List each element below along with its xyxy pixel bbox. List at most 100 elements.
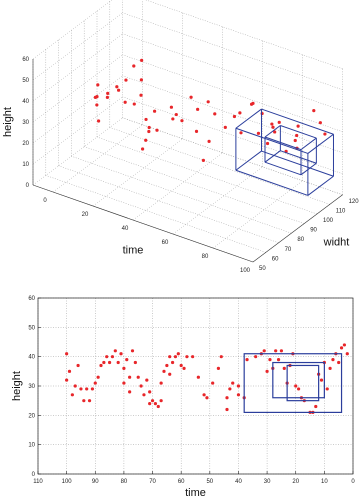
y-tick-label: 110 bbox=[336, 208, 346, 214]
data-point bbox=[168, 372, 172, 376]
y-axis-label: widht bbox=[323, 237, 350, 249]
z-tick-label: 20 bbox=[22, 141, 29, 147]
data-point bbox=[273, 130, 277, 134]
data-point bbox=[206, 100, 210, 104]
data-point bbox=[342, 343, 347, 347]
data-point bbox=[219, 355, 223, 359]
x-axis-label: time bbox=[123, 245, 144, 257]
y-tick-label: 20 bbox=[28, 413, 35, 419]
z-tick-label: 40 bbox=[22, 99, 29, 105]
data-point bbox=[159, 381, 163, 385]
x-tick-label: 40 bbox=[235, 479, 242, 485]
data-point bbox=[173, 355, 178, 359]
grid-line bbox=[145, 0, 343, 70]
data-point bbox=[251, 101, 255, 105]
data-point bbox=[113, 349, 117, 353]
data-point bbox=[132, 102, 136, 106]
data-point bbox=[99, 363, 103, 368]
y-tick-label: 120 bbox=[349, 199, 360, 205]
data-point bbox=[182, 366, 186, 370]
data-point bbox=[102, 360, 106, 365]
data-point bbox=[128, 375, 132, 379]
data-point bbox=[205, 396, 209, 400]
y-tick-label: 10 bbox=[28, 443, 35, 449]
data-point bbox=[117, 88, 121, 92]
data-point bbox=[236, 393, 241, 397]
y-axis-label: height bbox=[11, 371, 23, 401]
z-tick-label: 30 bbox=[22, 120, 29, 126]
data-point bbox=[265, 141, 270, 146]
bounding-box-edge bbox=[264, 161, 302, 176]
data-point bbox=[223, 125, 227, 129]
data-point bbox=[270, 122, 274, 126]
x-axis-label: time bbox=[185, 487, 206, 499]
axis-line bbox=[32, 184, 254, 263]
data-point bbox=[196, 375, 200, 379]
data-point bbox=[148, 390, 152, 394]
x-tick-label: 20 bbox=[82, 212, 89, 218]
data-point bbox=[191, 355, 195, 359]
y-tick-label: 30 bbox=[28, 384, 35, 390]
data-point bbox=[90, 387, 95, 391]
y-tick-label: 100 bbox=[323, 218, 334, 224]
data-point bbox=[319, 378, 324, 382]
bounding-box-edge bbox=[235, 108, 262, 129]
y-tick-label: 80 bbox=[297, 237, 304, 243]
data-point bbox=[170, 360, 175, 365]
x-tick-label: 70 bbox=[149, 479, 156, 485]
bounding-box-edge bbox=[300, 137, 317, 151]
data-point bbox=[95, 103, 99, 107]
grid-line bbox=[109, 127, 330, 205]
data-point bbox=[73, 384, 77, 388]
data-point bbox=[142, 393, 146, 397]
data-point bbox=[139, 384, 143, 388]
data-point bbox=[119, 352, 123, 356]
x-tick-label: 80 bbox=[121, 479, 128, 485]
data-point bbox=[65, 352, 69, 356]
data-point bbox=[110, 355, 115, 359]
grid-line bbox=[122, 54, 343, 133]
data-point bbox=[159, 399, 163, 403]
x-tick-label: 0 bbox=[351, 479, 355, 485]
y-tick-label: 60 bbox=[272, 256, 279, 262]
data-point bbox=[337, 360, 341, 365]
data-point bbox=[125, 358, 129, 362]
grid-line bbox=[32, 75, 123, 144]
y-tick-label: 70 bbox=[285, 247, 292, 253]
bounding-box-edge bbox=[264, 136, 302, 151]
chart-3d-scatter: 1008060402005060708090100110120010203040… bbox=[2, 0, 359, 274]
x-tick-label: 20 bbox=[292, 479, 299, 485]
data-point bbox=[331, 358, 335, 362]
grid-line bbox=[122, 75, 343, 154]
data-point bbox=[239, 131, 243, 135]
bounding-box-edge bbox=[264, 125, 281, 138]
x-tick-label: 0 bbox=[43, 198, 47, 204]
data-point bbox=[282, 366, 286, 370]
data-point bbox=[139, 93, 143, 97]
x-tick-label: 100 bbox=[62, 479, 73, 485]
grid-line bbox=[71, 155, 292, 234]
data-point bbox=[279, 349, 284, 353]
data-point bbox=[139, 78, 143, 82]
data-point bbox=[296, 124, 300, 128]
data-point bbox=[165, 363, 169, 368]
data-point bbox=[144, 117, 148, 122]
data-point bbox=[339, 346, 344, 350]
data-point bbox=[238, 111, 242, 115]
bounding-box-edge bbox=[280, 150, 317, 164]
data-point bbox=[122, 366, 126, 370]
bounding-box bbox=[243, 353, 343, 414]
data-point bbox=[236, 384, 241, 388]
y-tick-label: 50 bbox=[259, 266, 266, 272]
data-point bbox=[67, 369, 72, 373]
data-point bbox=[133, 360, 137, 365]
grid-line bbox=[92, 138, 183, 207]
data-point bbox=[153, 109, 157, 113]
x-tick-label: 40 bbox=[122, 226, 129, 232]
bounding-box-edge bbox=[300, 162, 317, 176]
data-point bbox=[147, 129, 151, 134]
data-point bbox=[328, 366, 332, 370]
z-tick-label: 60 bbox=[22, 57, 29, 63]
data-point bbox=[277, 120, 281, 124]
x-tick-label: 90 bbox=[92, 479, 99, 485]
